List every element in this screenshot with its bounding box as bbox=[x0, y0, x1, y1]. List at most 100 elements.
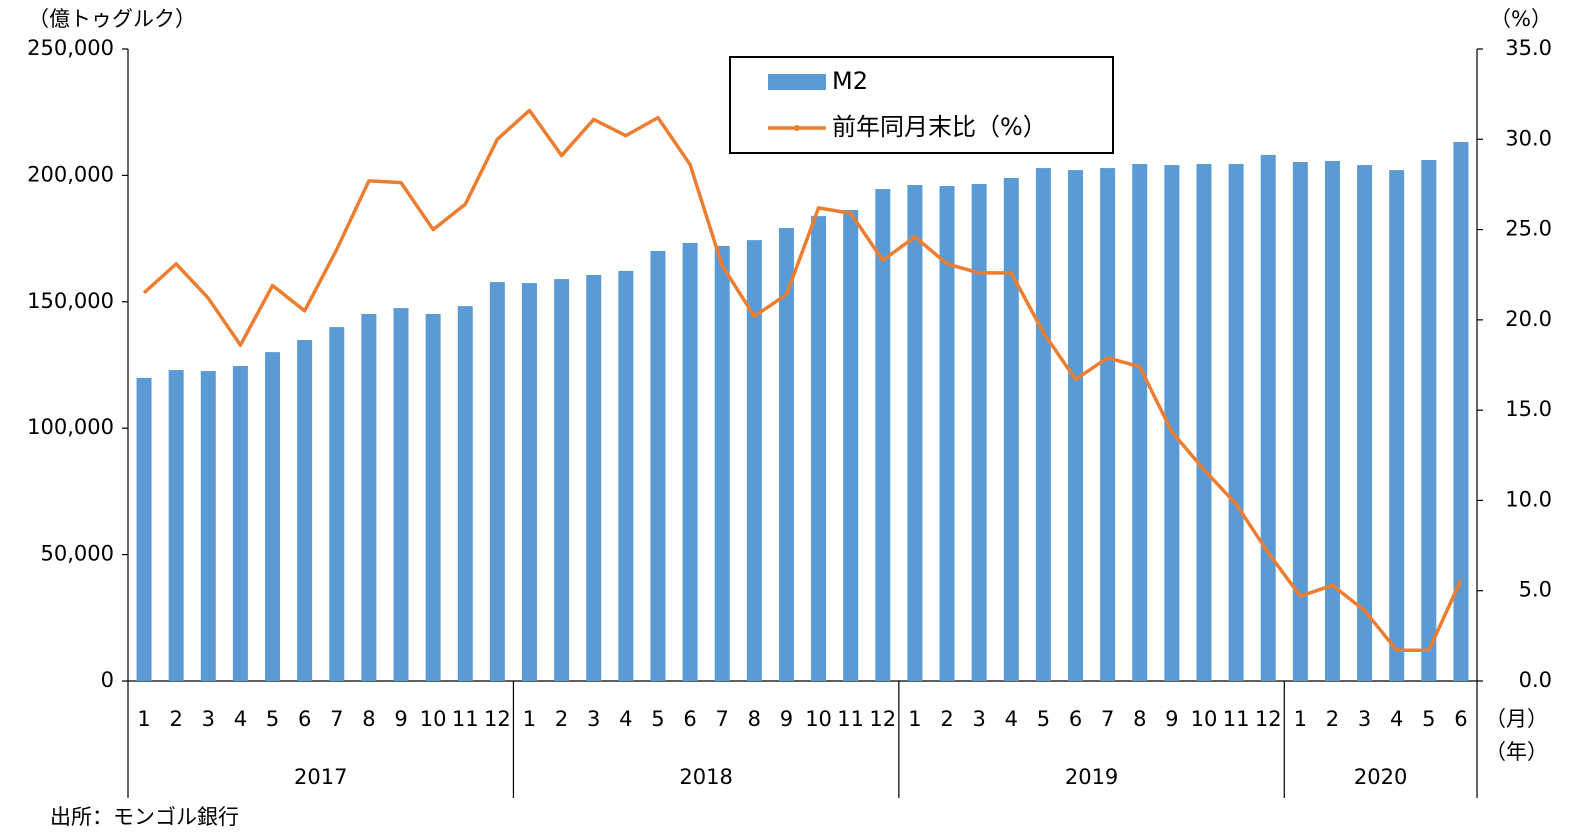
bar bbox=[746, 240, 762, 681]
bar bbox=[1292, 162, 1308, 682]
y-tick-label: 100,000 bbox=[27, 415, 114, 439]
bar bbox=[875, 189, 891, 681]
x-tick-label: 5 bbox=[1037, 707, 1050, 731]
x-tick-label: 2 bbox=[1326, 707, 1339, 731]
bar bbox=[1003, 177, 1019, 682]
x-tick-label: 2 bbox=[940, 707, 953, 731]
x-tick-label: 5 bbox=[266, 707, 279, 731]
x-tick-label: 12 bbox=[1255, 707, 1282, 731]
x-tick-label: 7 bbox=[1101, 707, 1114, 731]
bar bbox=[297, 339, 313, 681]
y-tick-label: 50,000 bbox=[41, 542, 114, 566]
bar bbox=[393, 308, 409, 681]
group-label: 2017 bbox=[294, 765, 347, 789]
legend-box bbox=[729, 56, 1114, 154]
bar bbox=[843, 210, 859, 681]
line bbox=[142, 108, 1463, 653]
y2-tick-label: 5.0 bbox=[1519, 578, 1552, 602]
bar bbox=[811, 216, 827, 681]
x-tick-label: 3 bbox=[1358, 707, 1371, 731]
source: 出所：モンゴル銀行 bbox=[50, 805, 239, 829]
bar bbox=[457, 306, 473, 681]
y-unit: （億トゥグルク） bbox=[28, 7, 196, 31]
x-tick-label: 8 bbox=[748, 707, 761, 731]
y2-tick-label: 10.0 bbox=[1505, 487, 1552, 511]
y2-tick-label: 20.0 bbox=[1505, 307, 1552, 331]
bar bbox=[425, 313, 441, 681]
bar bbox=[200, 371, 216, 681]
bar bbox=[1421, 159, 1437, 682]
x-tick-label: 3 bbox=[587, 707, 600, 731]
x-tick-label: 6 bbox=[683, 707, 696, 731]
x-unit: （月） bbox=[1485, 707, 1548, 731]
x-tick-label: 9 bbox=[394, 707, 407, 731]
bar bbox=[1228, 164, 1244, 682]
bar bbox=[1357, 165, 1373, 681]
bar bbox=[1196, 164, 1212, 682]
x-tick-label: 8 bbox=[1133, 707, 1146, 731]
x-tick-label: 7 bbox=[716, 707, 729, 731]
bar bbox=[329, 327, 345, 681]
y2-unit: （%） bbox=[1490, 7, 1552, 31]
x-tick-label: 3 bbox=[202, 707, 215, 731]
bar bbox=[714, 245, 730, 681]
x-tick-label: 1 bbox=[137, 707, 150, 731]
bar bbox=[907, 185, 923, 681]
bar bbox=[554, 279, 570, 681]
x-tick-label: 4 bbox=[234, 707, 247, 731]
x-tick-label: 10 bbox=[805, 707, 832, 731]
bar bbox=[489, 282, 505, 681]
y2-tick-label: 25.0 bbox=[1505, 217, 1552, 241]
bar bbox=[1035, 168, 1051, 682]
x-tick-label: 11 bbox=[1223, 707, 1250, 731]
bar bbox=[1260, 154, 1276, 681]
x-tick-label: 3 bbox=[972, 707, 985, 731]
bar bbox=[618, 270, 634, 681]
x-tick-label: 11 bbox=[452, 707, 479, 731]
bar bbox=[586, 275, 602, 681]
legend-label: 前年同月末比（%） bbox=[832, 113, 1047, 141]
x-tick-label: 6 bbox=[298, 707, 311, 731]
bar bbox=[939, 186, 955, 682]
bar bbox=[650, 250, 666, 682]
group-label: 2020 bbox=[1354, 765, 1407, 789]
x-tick-label: 11 bbox=[837, 707, 864, 731]
x-tick-label: 1 bbox=[1294, 707, 1307, 731]
x-tick-label: 7 bbox=[330, 707, 343, 731]
x-tick-label: 9 bbox=[1165, 707, 1178, 731]
bar bbox=[1132, 164, 1148, 682]
group-label: 2018 bbox=[679, 765, 732, 789]
y-tick-label: 200,000 bbox=[27, 162, 114, 186]
group-label: 2019 bbox=[1065, 765, 1118, 789]
y2-tick-label: 0.0 bbox=[1519, 668, 1552, 692]
y-tick-label: 0 bbox=[101, 668, 114, 692]
bar bbox=[971, 183, 987, 682]
bar bbox=[168, 370, 184, 681]
y2-tick-label: 30.0 bbox=[1505, 126, 1552, 150]
x-tick-label: 4 bbox=[1005, 707, 1018, 731]
bar bbox=[1324, 160, 1340, 681]
bar bbox=[1164, 165, 1180, 681]
x-tick-label: 1 bbox=[523, 707, 536, 731]
legend-marker bbox=[794, 125, 800, 131]
group-unit: （年） bbox=[1485, 740, 1548, 764]
x-tick-label: 1 bbox=[908, 707, 921, 731]
bar bbox=[361, 313, 377, 681]
bar bbox=[1453, 142, 1469, 681]
bar bbox=[682, 242, 698, 682]
bar bbox=[1068, 170, 1084, 682]
y2-tick-label: 15.0 bbox=[1505, 397, 1552, 421]
x-tick-label: 8 bbox=[362, 707, 375, 731]
x-tick-label: 4 bbox=[619, 707, 632, 731]
bar bbox=[265, 352, 281, 681]
x-tick-label: 10 bbox=[1191, 707, 1218, 731]
bar bbox=[1100, 168, 1116, 682]
bar bbox=[521, 283, 537, 681]
x-tick-label: 9 bbox=[780, 707, 793, 731]
x-tick-label: 6 bbox=[1069, 707, 1082, 731]
x-tick-label: 2 bbox=[555, 707, 568, 731]
x-tick-label: 5 bbox=[651, 707, 664, 731]
bar bbox=[778, 227, 794, 681]
y2-tick-label: 35.0 bbox=[1505, 36, 1552, 60]
